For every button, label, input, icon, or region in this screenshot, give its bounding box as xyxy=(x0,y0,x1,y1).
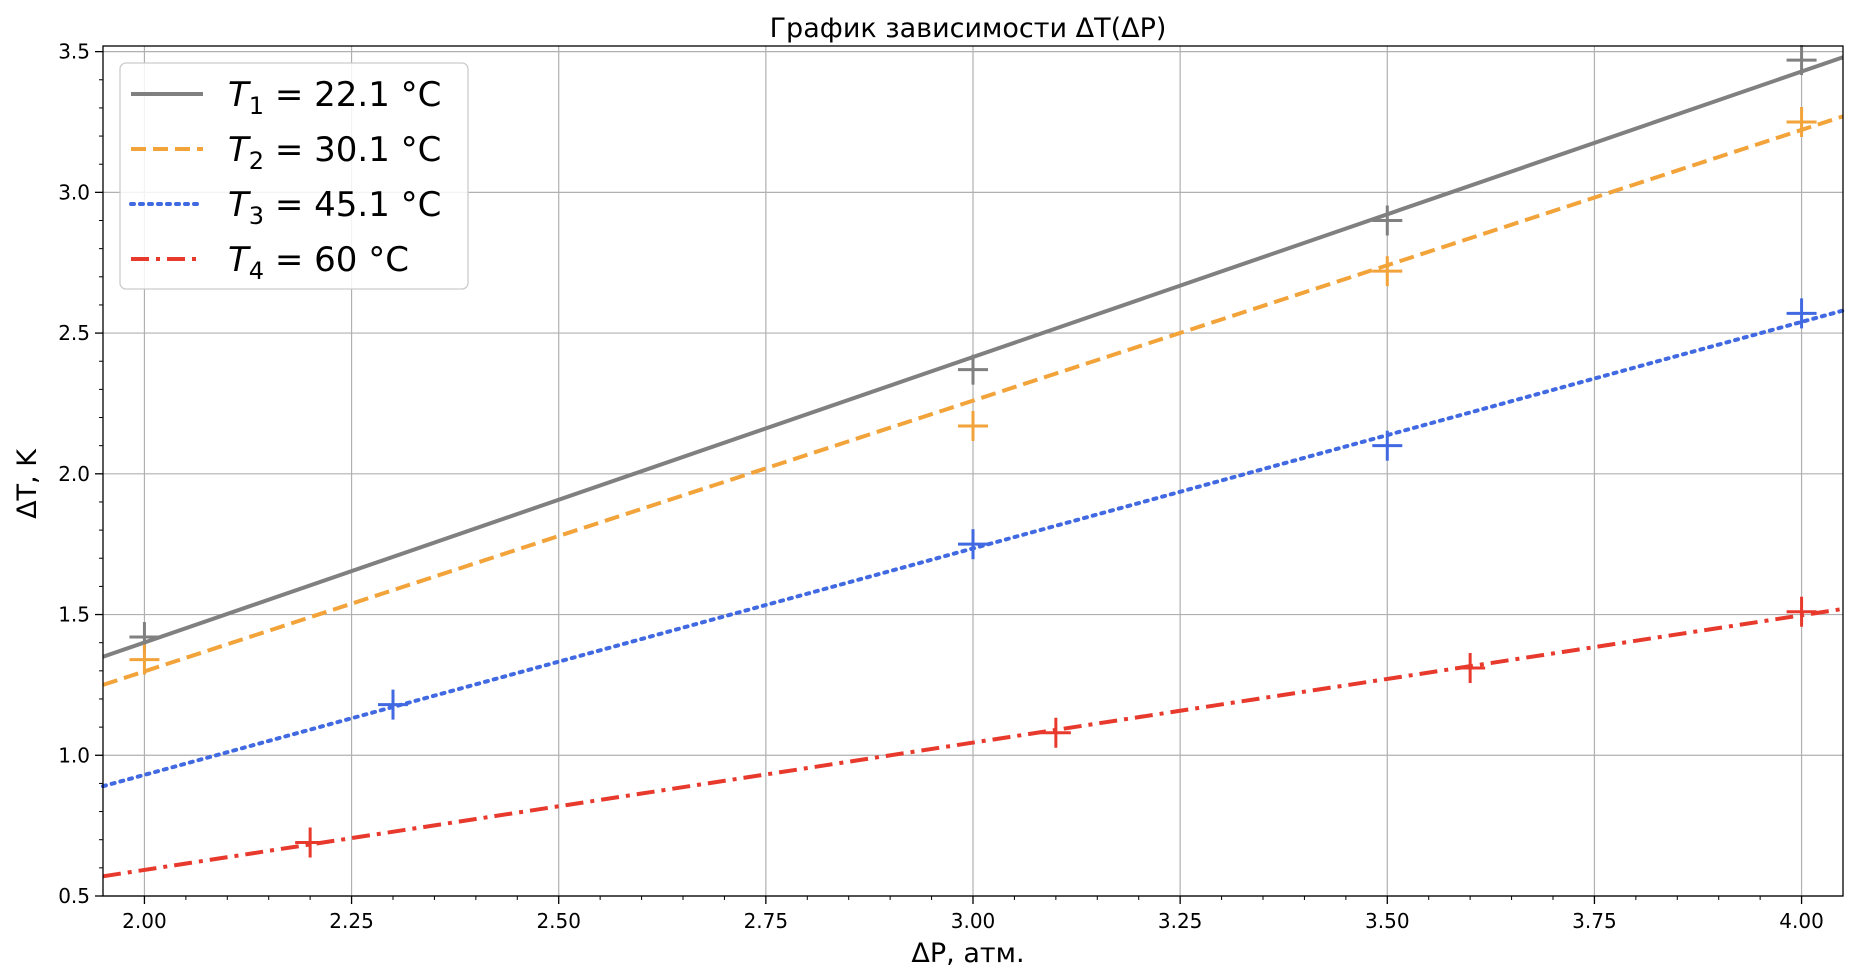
minor-ticks xyxy=(99,79,1761,900)
y-tick-label: 3.5 xyxy=(58,40,90,64)
y-tick-label: 0.5 xyxy=(58,884,90,908)
y-tick-label: 2.5 xyxy=(58,321,90,345)
y-axis-ticks: 0.5 1.0 1.5 2.0 2.5 3.0 3.5 xyxy=(58,40,103,908)
data-point-series-3 xyxy=(378,689,408,720)
data-point-series-2 xyxy=(958,410,988,441)
data-point-series-1 xyxy=(1786,45,1817,76)
data-point-series-2 xyxy=(1786,106,1817,137)
data-point-series-4 xyxy=(1786,596,1817,627)
data-point-series-4 xyxy=(295,827,326,858)
legend-label-4: T4 = 60 °C xyxy=(228,240,409,285)
fit-line-series-4 xyxy=(102,606,1844,879)
y-tick-label: 1.5 xyxy=(58,603,90,627)
legend-label-2: T2 = 30.1 °C xyxy=(228,130,441,175)
chart-title: График зависимости ΔT(ΔP) xyxy=(770,13,1167,44)
data-point-series-1 xyxy=(1372,205,1403,236)
y-tick-label: 3.0 xyxy=(58,180,90,204)
fit-line-series-2 xyxy=(102,114,1844,687)
data-points xyxy=(129,45,1817,858)
data-point-series-3 xyxy=(958,529,988,560)
legend-box xyxy=(119,62,469,290)
legend-label-3: T3 = 45.1 °C xyxy=(228,185,441,230)
data-point-series-2 xyxy=(1372,256,1403,287)
data-point-series-3 xyxy=(1372,430,1403,461)
x-tick-label: 2.75 xyxy=(744,909,789,933)
legend-label-1: T1 = 22.1 °C xyxy=(228,75,441,120)
data-point-series-1 xyxy=(958,354,988,385)
x-tick-label: 3.75 xyxy=(1572,909,1617,933)
y-axis-title: ΔT, K xyxy=(12,448,43,519)
x-axis-title: ΔP, атм. xyxy=(911,938,1024,969)
data-point-series-4 xyxy=(1455,653,1486,684)
x-tick-label: 3.00 xyxy=(951,909,996,933)
x-tick-label: 3.25 xyxy=(1158,909,1203,933)
x-tick-label: 4.00 xyxy=(1779,909,1824,933)
y-tick-label: 2.0 xyxy=(58,462,90,486)
x-axis-ticks: 2.00 2.25 2.50 2.75 3.00 3.25 3.50 3.75 4.00 xyxy=(122,896,1824,933)
data-point-series-4 xyxy=(1040,717,1071,748)
x-tick-label: 3.50 xyxy=(1365,909,1410,933)
x-tick-label: 2.00 xyxy=(122,909,167,933)
legend: T1 = 22.1 °C T2 = 30.1 °C T3 = 45.1 °C T4 =… xyxy=(119,62,469,290)
x-tick-label: 2.50 xyxy=(536,909,581,933)
x-tick-label: 2.25 xyxy=(329,909,374,933)
y-tick-label: 1.0 xyxy=(58,743,90,767)
data-point-series-3 xyxy=(1786,298,1817,329)
data-point-series-2 xyxy=(129,644,160,675)
